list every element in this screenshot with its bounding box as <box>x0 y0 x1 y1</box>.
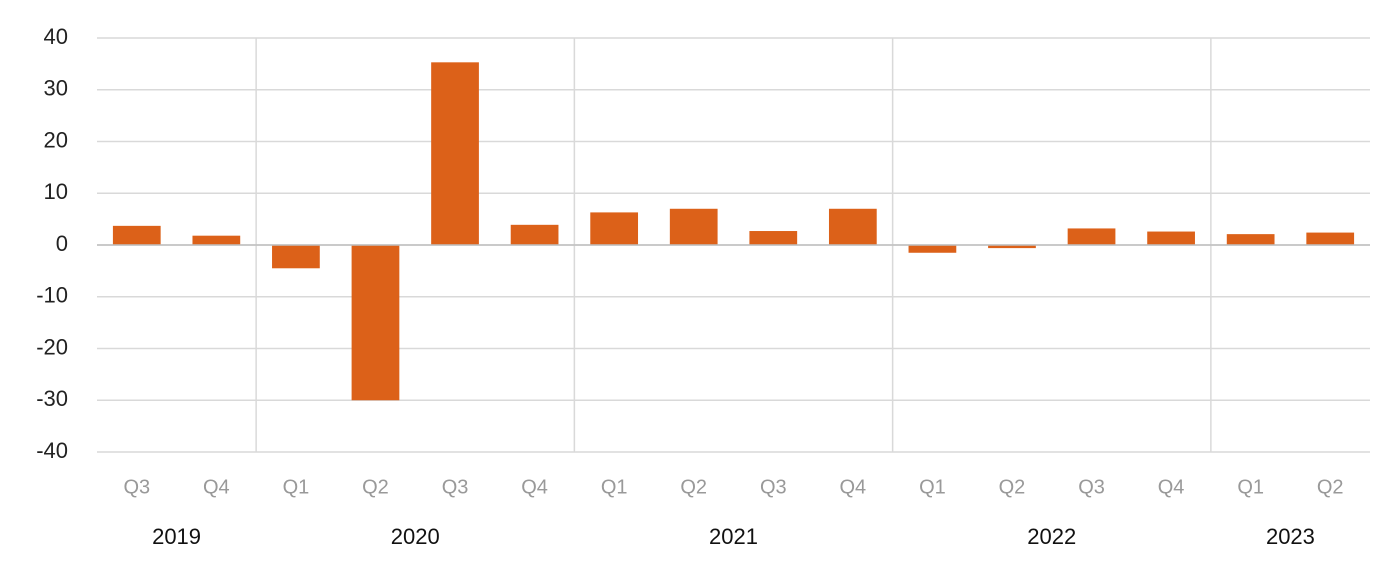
group-label: 2023 <box>1266 524 1315 549</box>
bar <box>192 235 241 245</box>
x-tick-label: Q4 <box>840 476 867 498</box>
y-tick-label: 40 <box>44 24 68 49</box>
x-tick-label: Q2 <box>1317 476 1344 498</box>
bar <box>1306 232 1355 245</box>
x-tick-label: Q3 <box>123 476 150 498</box>
x-tick-label: Q4 <box>521 476 548 498</box>
bar <box>828 208 877 245</box>
group-label: 2019 <box>152 524 201 549</box>
bar <box>749 231 798 245</box>
bar <box>351 245 400 401</box>
y-tick-label: 10 <box>44 179 68 204</box>
y-tick-label: -10 <box>36 283 68 308</box>
y-tick-label: 20 <box>44 127 68 152</box>
bar <box>590 212 639 245</box>
bar <box>510 224 559 245</box>
x-tick-label: Q2 <box>362 476 389 498</box>
group-label: 2020 <box>391 524 440 549</box>
y-tick-label: 30 <box>44 76 68 101</box>
x-tick-label: Q1 <box>1237 476 1264 498</box>
x-tick-label: Q3 <box>1078 476 1105 498</box>
x-tick-label: Q2 <box>999 476 1026 498</box>
x-tick-label: Q4 <box>203 476 230 498</box>
group-label: 2022 <box>1027 524 1076 549</box>
bar <box>272 245 320 269</box>
y-tick-label: -40 <box>36 438 68 463</box>
x-tick-label: Q1 <box>601 476 628 498</box>
x-tick-label: Q3 <box>760 476 787 498</box>
bar <box>112 225 161 245</box>
x-tick-label: Q3 <box>442 476 469 498</box>
y-tick-label: -20 <box>36 334 68 359</box>
bar <box>431 62 479 246</box>
x-tick-label: Q4 <box>1158 476 1185 498</box>
bar <box>1226 234 1275 245</box>
bar <box>669 208 718 245</box>
x-tick-label: Q1 <box>919 476 946 498</box>
bar <box>908 245 957 253</box>
x-tick-label: Q2 <box>680 476 707 498</box>
bar <box>1067 228 1116 245</box>
bar <box>988 245 1036 249</box>
y-tick-label: -30 <box>36 386 68 411</box>
bar <box>1147 231 1195 245</box>
x-tick-label: Q1 <box>283 476 310 498</box>
y-tick-label: 0 <box>56 231 68 256</box>
group-label: 2021 <box>709 524 758 549</box>
